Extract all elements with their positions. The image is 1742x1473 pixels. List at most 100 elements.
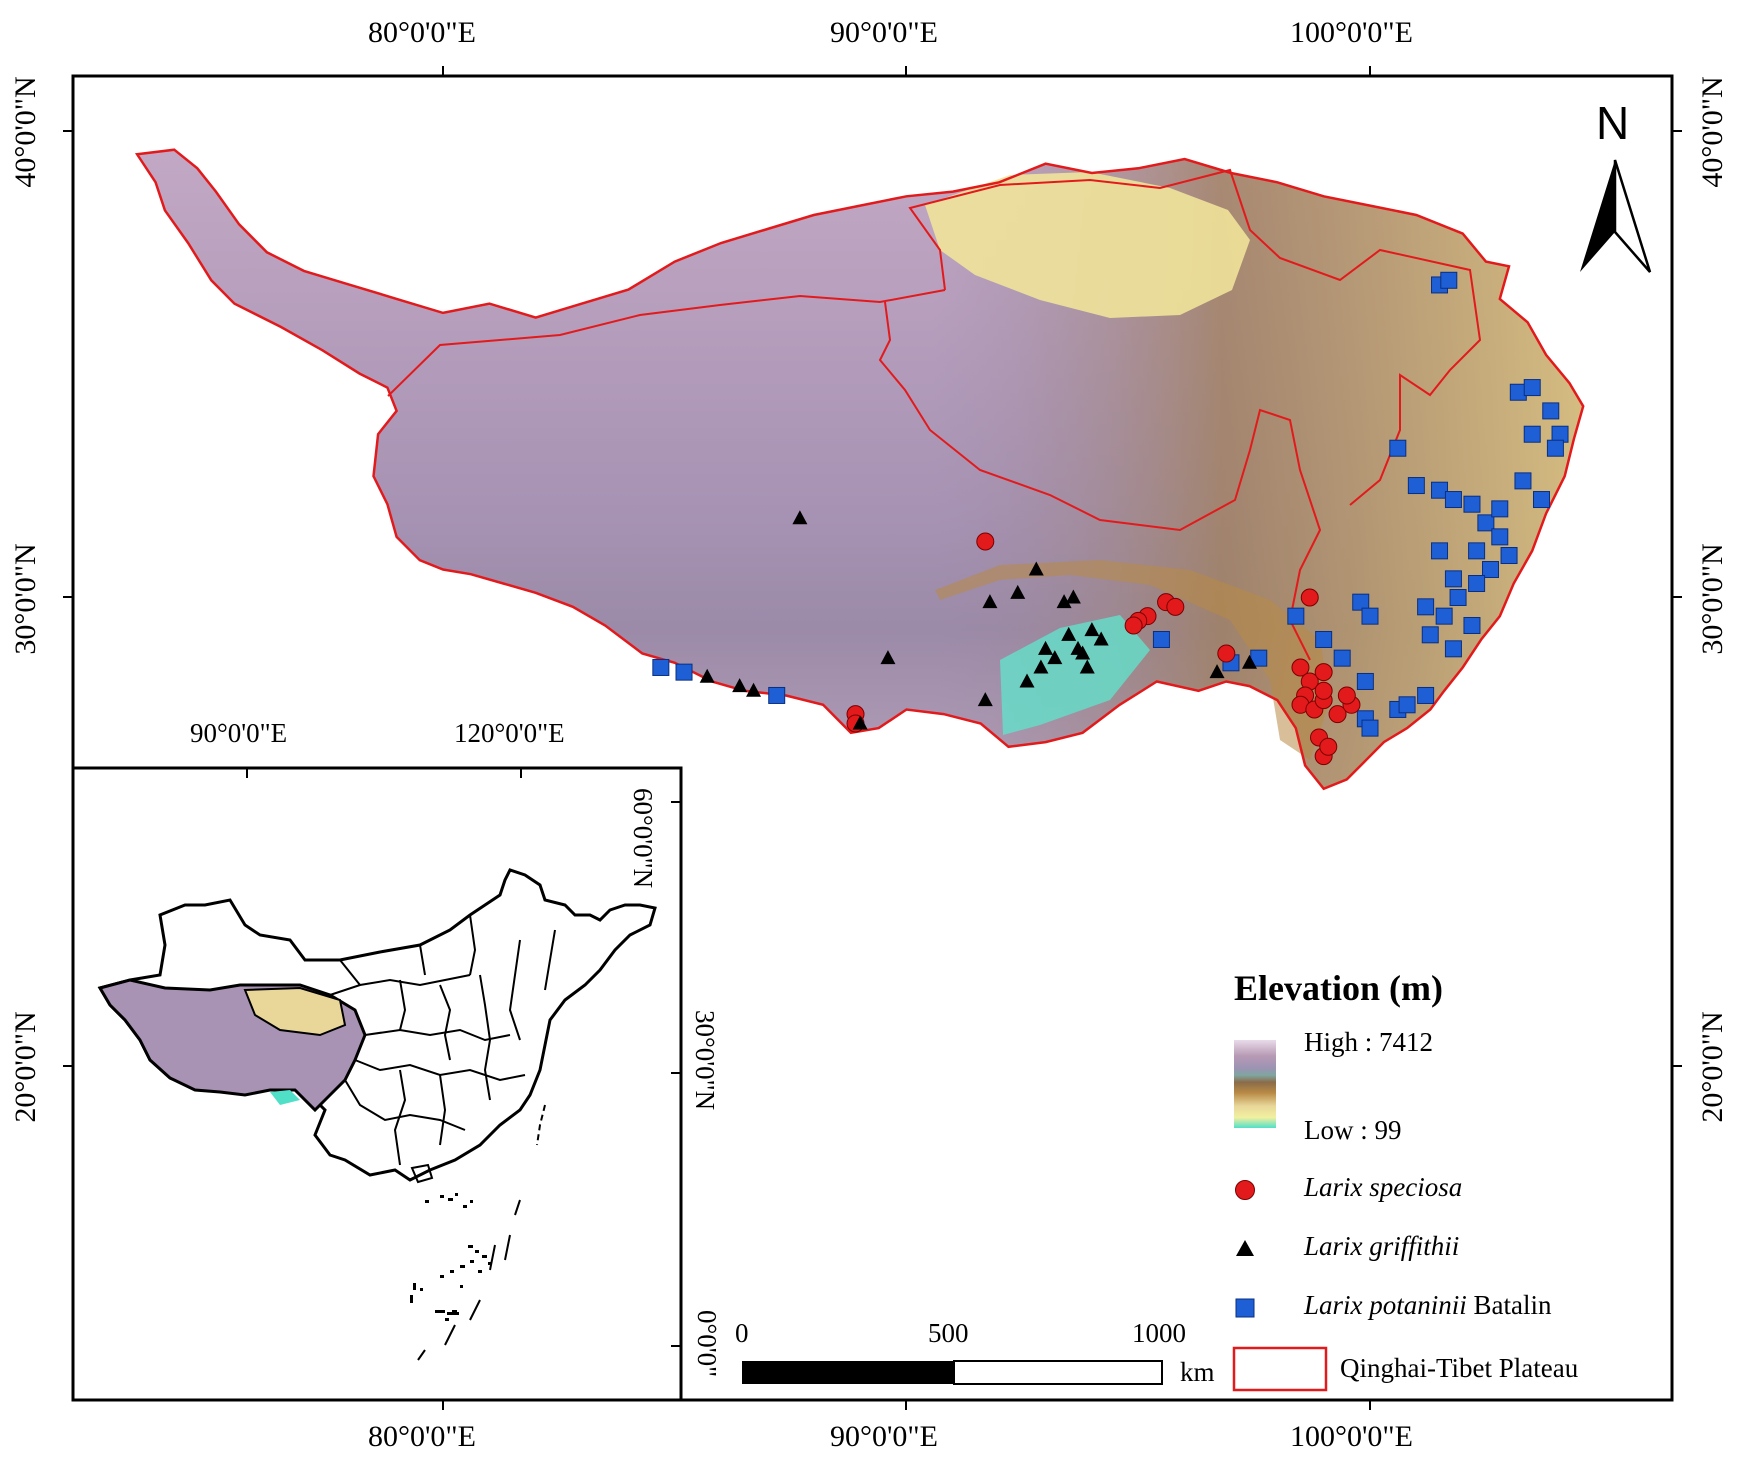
graticule-ticks — [63, 66, 1682, 1410]
internal-boundary-1 — [387, 289, 946, 397]
lat-label-right-40: 40°0'0"N — [1696, 76, 1729, 188]
occurrence-larix-potaninii — [652, 658, 670, 676]
occurrence-larix-griffithii — [746, 682, 762, 697]
inset-hainan — [410, 1163, 434, 1184]
occurrence-larix-potaninii — [1398, 696, 1416, 714]
occurrence-larix-potaninii — [1444, 640, 1462, 658]
occurrence-larix-potaninii — [1440, 271, 1458, 289]
occurrence-larix-speciosa — [1328, 705, 1347, 724]
occurrence-larix-potaninii — [1523, 425, 1541, 443]
legend-symbol-griffithii — [1236, 1240, 1254, 1256]
occurrence-larix-griffithii — [1093, 631, 1109, 646]
legend-species-3-suffix: Batalin — [1466, 1290, 1552, 1320]
legend-title: Elevation (m) — [1234, 968, 1443, 1008]
inset-south-sea-islands — [410, 1193, 492, 1321]
occurrence-larix-griffithii — [977, 692, 993, 707]
occurrence-larix-potaninii — [1482, 561, 1500, 579]
occurrence-larix-potaninii — [1435, 607, 1453, 625]
scale-bar — [742, 1360, 1163, 1385]
inset-taiwan-line — [536, 1104, 546, 1146]
occurrence-larix-griffithii — [852, 715, 868, 730]
occurrence-larix-griffithii — [1084, 622, 1100, 637]
internal-boundary-2 — [908, 168, 1482, 506]
occurrence-larix-potaninii — [1468, 542, 1486, 560]
qaidam-basin — [925, 172, 1250, 318]
occurrence-larix-speciosa — [1337, 686, 1356, 705]
occurrence-larix-potaninii — [1417, 598, 1435, 616]
occurrence-larix-griffithii — [880, 650, 896, 665]
occurrence-larix-potaninii — [1315, 630, 1333, 648]
occurrence-larix-potaninii — [1546, 439, 1564, 457]
occurrences-larix-griffithii — [699, 510, 1257, 730]
occurrence-larix-potaninii — [1468, 575, 1486, 593]
inset-lat-label-60: 60°0'0"N — [628, 788, 658, 889]
occurrence-larix-speciosa — [1300, 588, 1319, 607]
occurrence-larix-speciosa — [1124, 616, 1143, 635]
occurrence-larix-potaninii — [1356, 672, 1374, 690]
occurrence-larix-potaninii — [1532, 491, 1550, 509]
occurrence-larix-potaninii — [1431, 542, 1449, 560]
occurrence-larix-speciosa — [1217, 644, 1236, 663]
occurrence-larix-potaninii — [1444, 570, 1462, 588]
occurrence-larix-speciosa — [1291, 658, 1310, 677]
occurrence-larix-griffithii — [1209, 664, 1225, 679]
lon-label-top-90: 90°0'0"E — [830, 16, 938, 49]
occurrence-larix-potaninii — [1449, 589, 1467, 606]
legend-boundary-swatch — [1232, 1346, 1328, 1392]
lat-label-right-20: 20°0'0"N — [1696, 1011, 1729, 1123]
lon-label-bottom-100: 100°0'0"E — [1290, 1420, 1413, 1453]
legend-low-label: Low : 99 — [1304, 1115, 1402, 1145]
lon-label-bottom-90: 90°0'0"E — [830, 1420, 938, 1453]
occurrence-larix-griffithii — [1241, 654, 1257, 669]
lat-label-left-20: 20°0'0"N — [9, 1011, 42, 1123]
occurrence-larix-speciosa — [1166, 597, 1185, 616]
occurrence-larix-speciosa — [1314, 681, 1333, 700]
occurrence-larix-griffithii — [1028, 561, 1044, 576]
inset-lon-label-90: 90°0'0"E — [190, 718, 288, 748]
occurrence-larix-griffithii — [732, 678, 748, 693]
occurrence-larix-griffithii — [1019, 673, 1035, 688]
occurrence-larix-potaninii — [1463, 616, 1481, 634]
lon-label-bottom-80: 80°0'0"E — [368, 1420, 476, 1453]
occurrence-larix-potaninii — [1477, 514, 1495, 532]
occurrence-larix-griffithii — [699, 668, 715, 683]
inset-qaidam — [243, 986, 347, 1037]
legend-symbols — [1235, 1180, 1255, 1318]
inset-china-map — [97, 868, 657, 1361]
occurrence-larix-potaninii — [1361, 607, 1379, 625]
occurrence-larix-speciosa — [1314, 663, 1333, 682]
north-arrow-label: N — [1596, 97, 1630, 149]
occurrence-larix-griffithii — [1079, 659, 1095, 674]
north-arrow-icon — [1580, 159, 1652, 273]
legend-high-label: High : 7412 — [1304, 1027, 1434, 1057]
lat-label-left-40: 40°0'0"N — [9, 76, 42, 188]
inset-lat-label-30: 30°0'0"N — [690, 1010, 720, 1111]
scale-label-0: 0 — [735, 1318, 749, 1348]
legend-symbol-speciosa — [1235, 1180, 1255, 1200]
occurrence-larix-griffithii — [1061, 626, 1077, 641]
occurrence-larix-griffithii — [1056, 594, 1072, 609]
internal-boundary-3 — [878, 301, 1322, 661]
occurrence-larix-potaninii — [768, 686, 786, 704]
occurrence-larix-potaninii — [1407, 477, 1425, 495]
lat-label-left-30: 30°0'0"N — [9, 543, 42, 655]
occurrence-larix-potaninii — [1421, 626, 1439, 644]
inset-lon-label-120: 120°0'0"E — [454, 718, 565, 748]
legend-species-2-name: Larix griffithii — [1304, 1231, 1460, 1261]
occurrence-larix-potaninii — [1491, 500, 1509, 518]
occurrence-larix-potaninii — [1523, 379, 1541, 397]
legend-species-1: Larix speciosa — [1304, 1172, 1462, 1203]
occurrence-larix-potaninii — [1514, 472, 1532, 490]
inset-lowland — [270, 1090, 300, 1105]
occurrence-larix-potaninii — [675, 663, 693, 681]
legend-elevation-ramp — [1234, 1040, 1276, 1128]
brown-belt-south — [935, 560, 1330, 760]
occurrence-larix-potaninii — [1542, 402, 1560, 420]
occurrence-larix-griffithii — [1070, 640, 1086, 655]
legend-species-3-name: Larix potaninii — [1304, 1290, 1467, 1320]
occurrence-larix-griffithii — [1038, 640, 1054, 655]
occurrence-larix-potaninii — [1500, 547, 1518, 565]
lat-label-right-30: 30°0'0"N — [1696, 543, 1729, 655]
